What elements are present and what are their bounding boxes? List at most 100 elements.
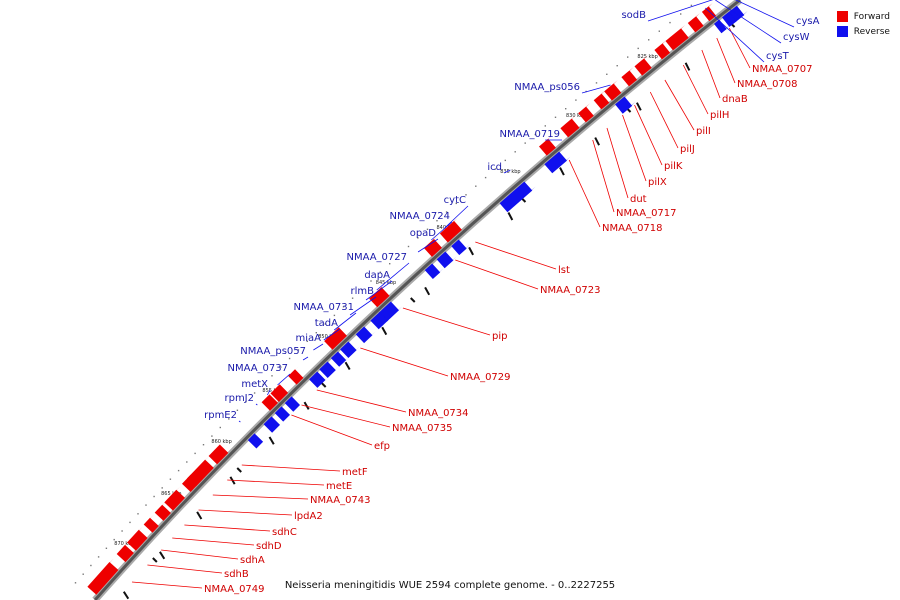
reverse-gene-top [507, 186, 536, 212]
forward-gene-top [324, 323, 343, 342]
reverse-gene-label: cysA [796, 16, 820, 27]
reverse-gene-label: miaA [296, 333, 322, 344]
reverse-gene-leader [334, 312, 357, 331]
forward-gene-leader [161, 549, 239, 560]
ruler-dot [90, 564, 92, 567]
reverse-gene-label: dapA [364, 270, 390, 281]
ruler-dot [637, 47, 639, 50]
reverse-gene-label: tadA [315, 318, 338, 329]
forward-gene-top [702, 3, 713, 12]
forward-gene-top [594, 90, 606, 101]
reverse-gene-label: NMAA_0737 [227, 363, 288, 374]
major-tick [559, 167, 565, 176]
reverse-gene-leader [715, 0, 782, 44]
forward-gene-label: pilI [696, 126, 711, 137]
reverse-gene-top [317, 376, 329, 388]
minor-tick [320, 382, 327, 388]
ruler-dot [524, 142, 526, 144]
ruler-dot [690, 4, 693, 7]
reverse-gene-leader [503, 169, 511, 174]
ruler-dot [137, 513, 139, 515]
ruler-dot [417, 237, 419, 239]
forward-gene-leader [227, 479, 325, 486]
kbp-tick-label: 835 kbp [500, 169, 520, 175]
reverse-gene-top [348, 346, 360, 358]
ruler-dot [262, 383, 264, 386]
major-tick [507, 212, 514, 221]
ruler-dot [436, 220, 438, 222]
forward-gene-leader [212, 494, 309, 500]
ruler-dot [595, 82, 598, 84]
ruler-dot [194, 452, 196, 455]
major-tick [636, 102, 642, 111]
forward-gene-label: lst [558, 265, 570, 276]
forward-gene-label: dnaB [722, 94, 748, 105]
ruler-dot [97, 556, 100, 558]
ruler-dot [398, 254, 400, 256]
major-tick [468, 246, 474, 256]
forward-gene-label: sdhB [224, 569, 249, 580]
ruler-dot [494, 168, 497, 170]
forward-gene-leader [622, 114, 647, 182]
forward-gene-label: NMAA_0717 [616, 208, 677, 219]
forward-gene-leader [664, 79, 695, 131]
ruler-dot [82, 573, 84, 575]
forward-gene-label: NMAA_0734 [408, 408, 469, 419]
forward-gene-leader [716, 37, 736, 84]
forward-gene-leader [649, 91, 679, 149]
major-tick [684, 62, 691, 71]
ruler-dot [74, 582, 77, 584]
reverse-gene-top [459, 244, 470, 255]
reverse-gene-leader [267, 389, 271, 396]
ruler-dot [169, 478, 172, 480]
major-tick [303, 401, 310, 410]
forward-gene-leader [291, 414, 373, 446]
ruler-dot [245, 400, 247, 403]
reverse-gene-leader [349, 296, 377, 316]
kbp-tick-label: 825 kbp [637, 54, 657, 60]
forward-gene-top [165, 486, 181, 503]
ruler-dot [253, 392, 256, 394]
ruler-dot [186, 461, 188, 463]
forward-gene-leader [316, 389, 407, 413]
forward-gene-top [622, 67, 634, 78]
ruler-dot [514, 151, 516, 153]
kbp-tick-label: 860 kbp [211, 439, 231, 445]
legend-forward: Forward [836, 9, 890, 24]
forward-gene-leader [172, 537, 255, 546]
reverse-gene-top [731, 17, 741, 25]
minor-tick [236, 467, 242, 473]
ruler-dot [236, 409, 239, 411]
ruler-dot [544, 125, 546, 127]
ruler-dot [465, 194, 467, 196]
forward-gene-top [288, 366, 299, 376]
forward-gene-top [117, 541, 129, 554]
legend-forward-swatch [836, 11, 848, 22]
forward-gene-leader [402, 307, 491, 336]
forward-gene-label: metE [326, 481, 352, 492]
forward-gene-label: sdhD [256, 541, 282, 552]
reverse-gene-top [552, 156, 571, 173]
major-tick [196, 511, 203, 520]
reverse-gene-top [444, 256, 457, 268]
forward-gene-label: sdhA [240, 555, 265, 566]
gene-features [87, 3, 748, 595]
forward-gene-label: pilK [664, 161, 683, 172]
forward-gene-leader [475, 241, 557, 270]
legend-reverse-swatch [836, 26, 848, 37]
ruler-dot [306, 340, 308, 342]
ruler-dot [648, 39, 650, 41]
reverse-gene-label: rpmE2 [204, 410, 237, 421]
forward-gene-top [440, 217, 458, 234]
forward-gene-top [561, 115, 576, 129]
forward-gene-label: NMAA_0735 [392, 423, 453, 434]
forward-gene-leader [301, 404, 391, 428]
forward-gene-leader [455, 259, 539, 290]
forward-gene-leader [682, 64, 709, 115]
ruler-dot [658, 30, 660, 32]
forward-gene-label: pilH [710, 110, 729, 121]
ruler-dot [606, 73, 608, 75]
major-tick [268, 436, 275, 445]
reverse-gene-label: NMAA_ps056 [514, 82, 580, 93]
